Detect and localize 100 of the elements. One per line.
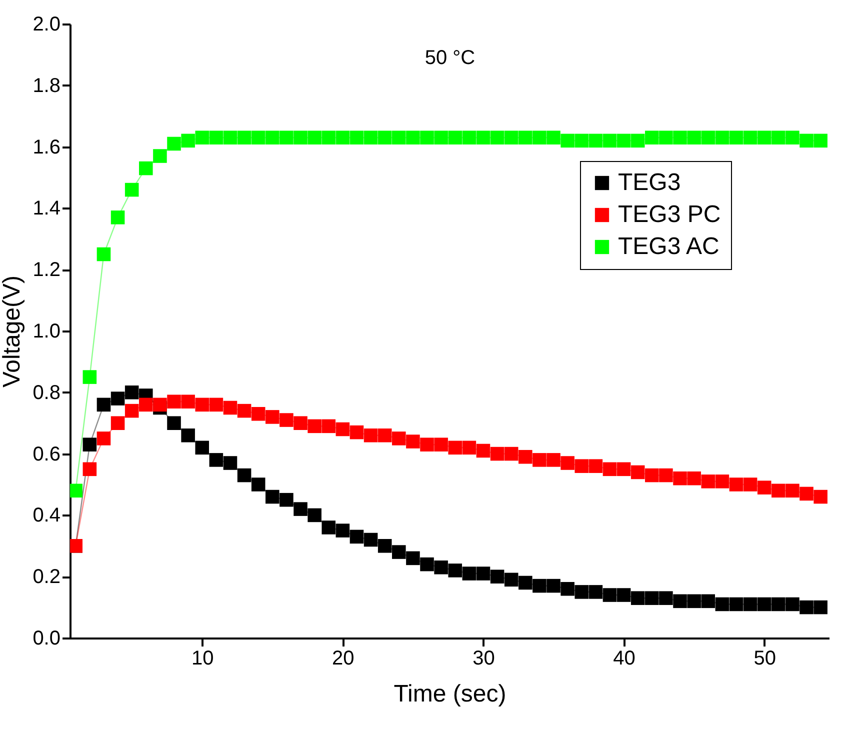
point (266, 490, 280, 504)
point (237, 468, 252, 482)
point (181, 394, 195, 408)
point (322, 520, 336, 534)
point (364, 428, 378, 442)
point (124, 404, 139, 418)
y-tick-label: 2.0 (32, 14, 60, 36)
point (82, 438, 97, 452)
point (532, 130, 546, 144)
point (420, 130, 434, 144)
point (715, 474, 730, 488)
point (434, 560, 448, 574)
point (392, 545, 406, 559)
point (701, 474, 716, 488)
point (294, 502, 308, 516)
point (630, 465, 645, 480)
point (715, 130, 730, 144)
point (560, 582, 574, 596)
point (406, 434, 420, 448)
point (124, 386, 139, 400)
legend-label: TEG3 (618, 169, 681, 196)
point (280, 130, 294, 144)
point (476, 444, 490, 458)
point (490, 130, 504, 144)
point (673, 130, 687, 144)
point (518, 576, 532, 590)
point (786, 484, 800, 498)
point (532, 453, 546, 467)
point (462, 566, 476, 580)
point (701, 130, 716, 144)
y-tick-label: 1.8 (32, 74, 60, 97)
point (546, 453, 560, 467)
point (630, 134, 645, 148)
point (616, 462, 631, 476)
point (490, 446, 504, 461)
point (308, 419, 322, 434)
x-tick-label: 10 (191, 648, 214, 670)
point (139, 161, 153, 176)
point (82, 370, 97, 384)
y-tick-label: 1.0 (32, 320, 60, 342)
point (645, 130, 659, 144)
point (195, 398, 210, 412)
point (237, 130, 252, 144)
y-tick-label: 0.4 (32, 504, 60, 527)
point (673, 471, 687, 486)
point (364, 130, 378, 144)
point (560, 456, 574, 470)
point (546, 130, 560, 144)
y-tick-label: 0.8 (32, 382, 60, 404)
point (743, 478, 758, 492)
point (687, 594, 701, 608)
point (124, 182, 139, 197)
point (588, 585, 603, 599)
point (532, 578, 546, 593)
point (757, 130, 772, 144)
legend-label: TEG3 AC (618, 233, 720, 260)
point (729, 130, 744, 144)
point (153, 398, 167, 412)
point (209, 453, 224, 467)
point (574, 134, 589, 148)
point (673, 594, 687, 608)
point (729, 478, 744, 492)
point (322, 419, 336, 434)
point (504, 446, 518, 461)
point (209, 398, 224, 412)
point (237, 404, 252, 418)
point (392, 130, 406, 144)
point (167, 394, 181, 408)
point (266, 410, 280, 424)
point (308, 508, 322, 522)
y-tick-label: 0.2 (32, 566, 60, 588)
point (476, 566, 490, 580)
point (814, 134, 828, 148)
point (266, 130, 280, 144)
point (181, 428, 195, 442)
point (800, 134, 814, 148)
point (504, 130, 518, 144)
point (800, 600, 814, 614)
point (251, 130, 266, 144)
y-tick-label: 0.6 (32, 443, 60, 466)
point (181, 134, 195, 148)
point (504, 572, 518, 587)
point (350, 130, 364, 144)
point (167, 416, 181, 430)
point (434, 438, 448, 452)
point (772, 130, 786, 144)
x-axis-title: Time (sec) (394, 680, 506, 708)
point (659, 130, 673, 144)
y-tick-label: 1.4 (32, 198, 60, 220)
point (602, 462, 617, 476)
point (364, 532, 378, 547)
point (574, 585, 589, 599)
point (350, 530, 364, 544)
point (687, 130, 701, 144)
point (280, 492, 294, 507)
point (223, 400, 238, 415)
point (378, 130, 392, 144)
point (630, 591, 645, 605)
x-tick-label: 20 (332, 648, 354, 670)
point (462, 130, 476, 144)
